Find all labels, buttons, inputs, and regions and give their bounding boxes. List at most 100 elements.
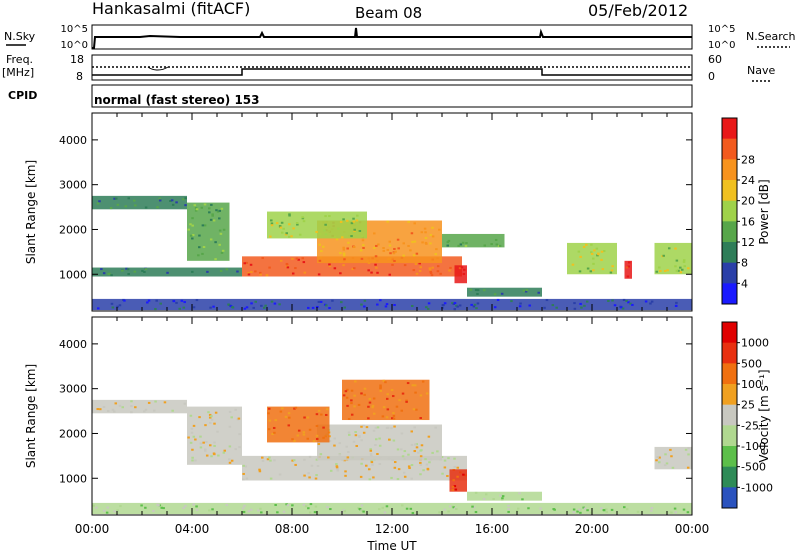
velocity-cell <box>499 494 502 497</box>
velocity-cell <box>269 459 272 462</box>
velocity-cell <box>391 395 395 398</box>
power-cell <box>428 268 432 271</box>
power-cell <box>426 307 430 310</box>
velocity-cell <box>144 408 148 411</box>
velocity-cell <box>266 458 270 461</box>
power-cell <box>127 197 130 200</box>
power-cell <box>579 302 582 305</box>
power-cell <box>498 244 502 247</box>
power-cell <box>288 214 291 217</box>
power-cell <box>333 260 336 263</box>
velocity-cell <box>144 506 147 509</box>
velocity-cell <box>130 400 133 403</box>
power-cell <box>296 223 299 226</box>
velocity-cell <box>363 387 367 390</box>
power-cell <box>458 267 462 270</box>
velocity-cell <box>664 453 667 456</box>
power-cell <box>307 306 310 309</box>
velocity-cell <box>579 511 582 514</box>
velocity-cell <box>472 506 476 509</box>
velocity-cell <box>517 507 520 510</box>
velocity-region-fill <box>187 406 242 465</box>
velocity-cell <box>455 508 458 511</box>
power-cell <box>631 303 634 306</box>
velocity-cell <box>116 509 119 512</box>
power-cell <box>170 199 174 202</box>
power-cell <box>182 198 185 201</box>
power-colorbar-swatch <box>722 283 737 305</box>
power-cell <box>483 289 486 292</box>
power-cell <box>339 252 342 255</box>
velocity-cell <box>378 437 381 440</box>
velocity-cell <box>272 426 276 429</box>
velocity-cell <box>328 440 332 443</box>
power-cell <box>362 246 365 249</box>
power-cell <box>493 293 497 296</box>
velocity-cell <box>269 477 273 480</box>
velocity-cell <box>393 425 396 428</box>
power-cell <box>317 300 321 303</box>
velocity-cell <box>670 455 673 458</box>
velocity-cell <box>346 388 349 391</box>
noise-right-tick-bottom: 10^0 <box>708 40 735 51</box>
power-cell <box>285 232 288 235</box>
power-cell <box>166 271 169 274</box>
power-region <box>92 267 242 277</box>
velocity-cell <box>578 508 581 511</box>
power-cell <box>545 299 549 302</box>
power-colorbar-swatch <box>722 180 737 202</box>
velocity-cell <box>381 506 385 509</box>
power-cell <box>282 227 285 230</box>
power-cell <box>626 275 630 278</box>
power-cell <box>379 299 382 302</box>
power-cell <box>580 306 583 309</box>
power-cell <box>183 301 186 304</box>
nave-label: Nave <box>747 64 775 77</box>
velocity-panel: 1000 2000 3000 4000 00:00 04:00 08:00 12:00 16:… <box>24 316 773 553</box>
velocity-xtick-label: 04:00 <box>175 522 210 536</box>
velocity-cell <box>307 472 310 475</box>
power-colorbar-swatch <box>722 242 737 264</box>
power-region <box>187 202 230 261</box>
velocity-cell <box>105 511 109 514</box>
power-cell <box>214 241 217 244</box>
power-cell <box>270 224 274 227</box>
power-cell <box>346 247 349 250</box>
velocity-cell <box>589 511 593 514</box>
power-colorbar: 4 8 12 16 20 24 28 <box>721 117 755 305</box>
velocity-cell <box>234 408 237 411</box>
power-region <box>442 233 505 248</box>
power-cell <box>323 229 326 232</box>
power-region <box>624 260 632 279</box>
power-cell <box>340 301 343 304</box>
power-cell <box>373 259 376 262</box>
power-cell <box>428 267 432 270</box>
velocity-cell <box>507 504 510 507</box>
velocity-cell <box>112 410 116 413</box>
velocity-cell <box>370 461 374 464</box>
noise-right-label: N.Search <box>746 30 796 43</box>
power-cell <box>324 223 327 226</box>
power-cell <box>410 304 414 307</box>
noise-left-tick-top: 10^5 <box>61 24 88 35</box>
velocity-cell <box>350 389 354 392</box>
power-cell <box>579 255 582 258</box>
power-cell <box>555 306 558 309</box>
velocity-cell <box>415 408 418 411</box>
velocity-cell <box>267 428 271 431</box>
velocity-cell <box>451 488 455 491</box>
power-cell <box>318 243 321 246</box>
power-cell <box>438 228 441 231</box>
velocity-cell <box>656 456 659 459</box>
power-cell <box>596 254 599 257</box>
power-cell <box>627 261 631 264</box>
power-cell <box>461 241 465 244</box>
power-cell <box>203 224 207 227</box>
power-cell <box>385 303 389 306</box>
velocity-cell <box>291 459 294 462</box>
velocity-cell <box>237 417 241 420</box>
power-cell <box>178 307 181 310</box>
velocity-cell <box>162 507 165 510</box>
power-cell <box>577 250 581 253</box>
power-cell <box>675 269 679 272</box>
